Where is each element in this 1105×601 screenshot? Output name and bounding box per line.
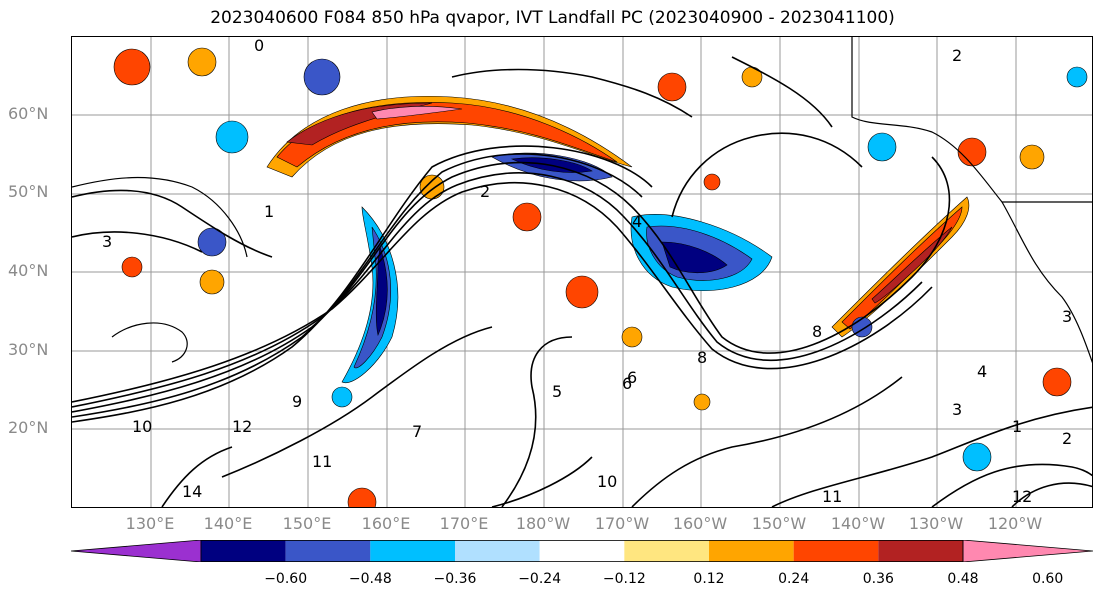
contour-label: 4	[632, 212, 642, 231]
graticule	[72, 37, 1092, 507]
colorbar-extend-min	[71, 540, 202, 562]
contour-label: 2	[480, 182, 490, 201]
contour-label: 9	[292, 392, 302, 411]
lat-label-30n: 30°N	[8, 340, 49, 359]
lon-label-140w: 140°W	[830, 514, 886, 533]
colorbar-segment	[624, 540, 709, 562]
colorbar-segment	[878, 540, 963, 562]
colorbar-segment	[370, 540, 455, 562]
contour-label: 12	[232, 417, 252, 436]
contour-label: 2	[952, 46, 962, 65]
colorbar-segment	[285, 540, 371, 562]
colorbar-tick-label: 0.24	[778, 571, 810, 587]
map-title: 2023040600 F084 850 hPa qvapor, IVT Land…	[210, 8, 895, 28]
positive-anomaly-fills	[113, 47, 1072, 507]
lon-label-130e: 130°E	[125, 514, 175, 533]
contour-label: 3	[1062, 307, 1072, 326]
lon-label-120w: 120°W	[987, 514, 1043, 533]
map-graphic: 0 2 1 2 3 4 5 6 7 8 9 10 11 12 14 3 4 6 …	[72, 37, 1092, 507]
contour-label: 8	[697, 348, 707, 367]
contour-label: 6	[627, 368, 637, 387]
contour-label: 2	[1062, 429, 1072, 448]
contour-label: 1	[264, 202, 274, 221]
contour-label: 3	[952, 400, 962, 419]
colorbar-tick-label: −0.24	[518, 571, 562, 587]
contour-label: 7	[412, 422, 422, 441]
colorbar-tick-label: −0.60	[264, 571, 308, 587]
lon-label-150w: 150°W	[751, 514, 807, 533]
lon-label-140e: 140°E	[203, 514, 253, 533]
colorbar-segment	[709, 540, 794, 562]
colorbar-tick-label: −0.48	[348, 571, 392, 587]
colorbar	[71, 540, 1093, 562]
black-contours	[72, 56, 1092, 507]
lon-label-170w: 170°W	[594, 514, 650, 533]
lon-label-170e: 170°E	[439, 514, 489, 533]
contour-label: 10	[132, 417, 152, 436]
lat-label-20n: 20°N	[8, 418, 49, 437]
colorbar-tick-label: −0.12	[602, 571, 646, 587]
contour-label: 14	[182, 482, 202, 501]
contour-label: 12	[1012, 487, 1032, 506]
colorbar-tick-label: −0.36	[433, 571, 477, 587]
colorbar-segments	[71, 540, 1093, 562]
coastlines	[72, 37, 1092, 364]
contour-label: 3	[102, 232, 112, 251]
colorbar-border	[200, 540, 964, 562]
colorbar-extend-max	[962, 540, 1093, 562]
map-panel: 0 2 1 2 3 4 5 6 7 8 9 10 11 12 14 3 4 6 …	[71, 36, 1093, 508]
lon-label-130w: 130°W	[908, 514, 964, 533]
colorbar-segment	[793, 540, 879, 562]
contour-label: 10	[597, 472, 617, 491]
colorbar-segment	[455, 540, 540, 562]
colorbar-tick-label: 0.48	[947, 571, 979, 587]
lat-label-50n: 50°N	[8, 182, 49, 201]
contour-value-labels: 0 2 1 2 3 4 5 6 7 8 9 10 11 12 14 3 4 6 …	[102, 37, 1072, 506]
colorbar-segment	[201, 540, 286, 562]
negative-anomaly-fills	[197, 58, 1088, 472]
lat-label-60n: 60°N	[8, 104, 49, 123]
contour-label: 4	[977, 362, 987, 381]
contour-label: 1	[1012, 417, 1022, 436]
contour-label: 0	[254, 37, 264, 55]
colorbar-tick-label: 0.60	[1032, 571, 1064, 587]
contour-label: 11	[312, 452, 332, 471]
lon-label-160w: 160°W	[672, 514, 728, 533]
contour-label: 5	[552, 382, 562, 401]
contour-label: 11	[822, 487, 842, 506]
contour-label: 8	[812, 322, 822, 341]
lon-label-160e: 160°E	[361, 514, 411, 533]
lon-label-180w: 180°W	[515, 514, 571, 533]
colorbar-segment	[539, 540, 625, 562]
contour-label: 6	[622, 374, 632, 393]
colorbar-tick-label: 0.12	[693, 571, 725, 587]
lat-label-40n: 40°N	[8, 261, 49, 280]
lon-label-150e: 150°E	[282, 514, 332, 533]
colorbar-tick-label: 0.36	[862, 571, 894, 587]
